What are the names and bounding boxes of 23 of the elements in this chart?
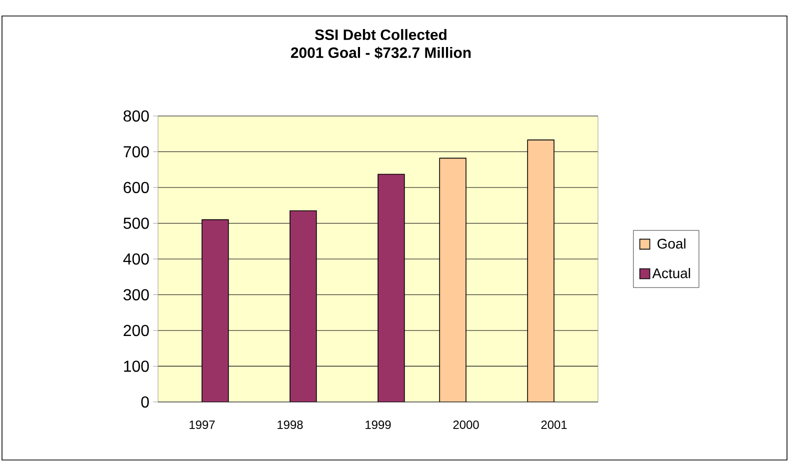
x-tick-label: 2001 (541, 420, 567, 429)
y-tick-label: 100 (124, 360, 149, 372)
bar (202, 219, 229, 402)
bar (290, 210, 317, 402)
y-tick-label: 0 (141, 396, 149, 408)
y-tick-label: 200 (124, 324, 149, 336)
bar (527, 140, 554, 402)
chart-title: SSI Debt Collected (315, 29, 446, 40)
bar (378, 174, 405, 402)
bar (439, 158, 466, 402)
x-tick-label: 2000 (453, 420, 479, 429)
y-tick-label: 800 (124, 110, 149, 122)
legend-label: Goal (658, 238, 686, 249)
chart-subtitle: 2001 Goal - $732.7 Million (290, 46, 471, 59)
legend-label: Actual (652, 268, 690, 278)
y-tick-label: 600 (124, 182, 149, 194)
y-tick-label: 500 (124, 218, 149, 229)
y-tick-label: 300 (124, 289, 149, 300)
y-tick-label: 700 (124, 146, 149, 158)
x-tick-label: 1998 (278, 420, 303, 429)
x-tick-label: 1999 (366, 420, 391, 429)
x-tick-label: 1997 (190, 420, 215, 429)
y-tick-label: 400 (123, 253, 149, 265)
